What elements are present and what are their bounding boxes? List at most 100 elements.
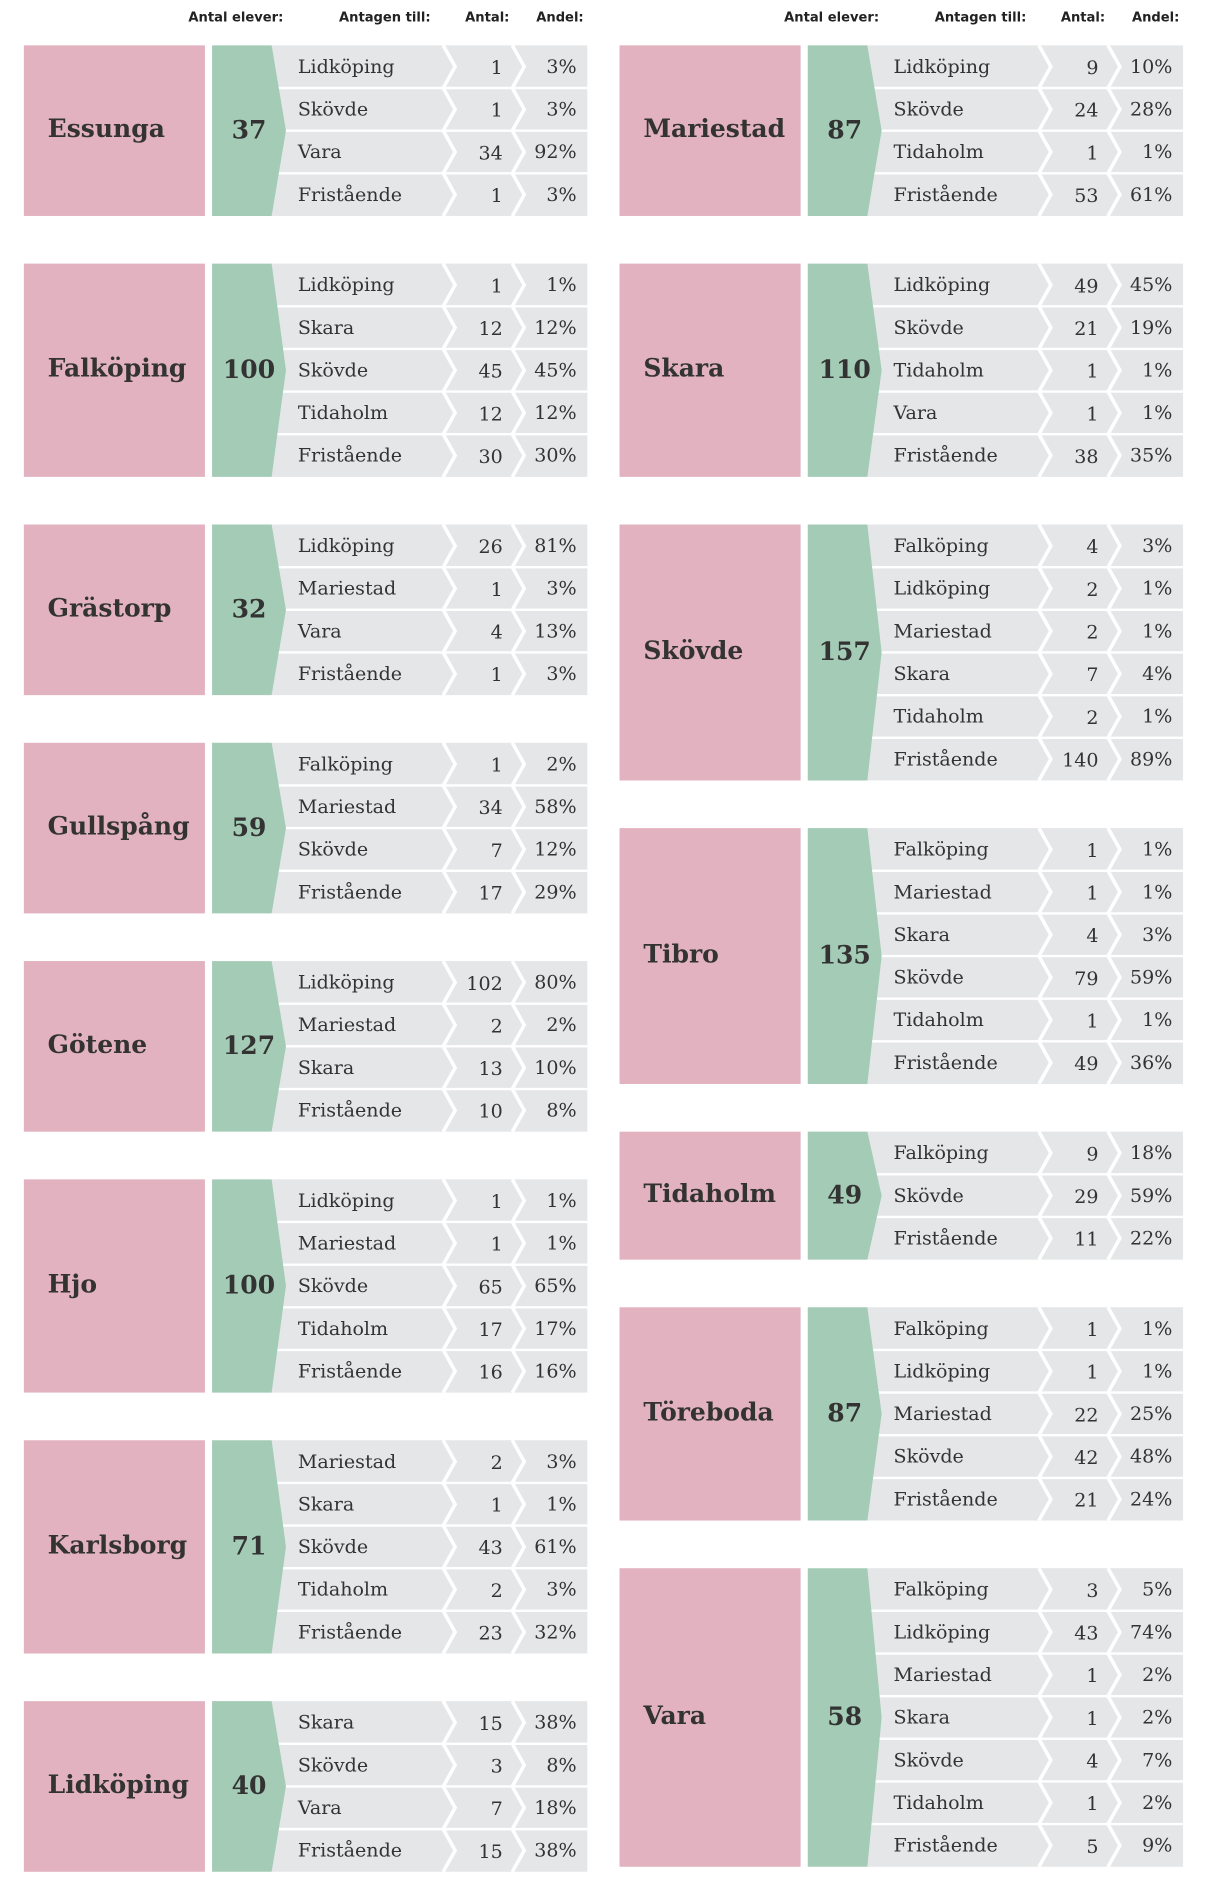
chevron xyxy=(1037,1040,1053,1085)
chevron xyxy=(1037,997,1053,1043)
chevron xyxy=(1106,305,1122,350)
row-bg xyxy=(867,1610,1184,1654)
destination: Tidaholm xyxy=(298,1579,388,1601)
chevron xyxy=(1037,523,1053,569)
chevron xyxy=(1037,1652,1053,1698)
share: 2% xyxy=(546,1014,576,1036)
row-bg xyxy=(271,1307,588,1350)
row-bg xyxy=(271,434,588,477)
chevron xyxy=(1037,955,1053,1000)
share: 1% xyxy=(546,274,576,296)
chevron xyxy=(510,608,527,654)
row-bg xyxy=(867,1477,1184,1521)
destination: Skövde xyxy=(298,99,368,121)
row-bg xyxy=(271,391,588,435)
destination: Tidaholm xyxy=(894,706,984,728)
destination: Lidköping xyxy=(894,274,991,296)
row-bg xyxy=(867,1307,1184,1350)
count: 21 xyxy=(1074,1490,1098,1512)
row-bg xyxy=(867,45,1184,89)
destination: Lidköping xyxy=(894,56,991,78)
total: 100 xyxy=(223,1271,275,1300)
share: 89% xyxy=(1130,748,1172,770)
destination: Fristående xyxy=(894,1835,998,1857)
chevron xyxy=(1037,87,1053,132)
total: 127 xyxy=(223,1031,275,1060)
count: 2 xyxy=(1086,707,1098,729)
count: 2 xyxy=(491,1015,503,1037)
destination: Vara xyxy=(297,141,342,163)
row-bg xyxy=(271,1089,588,1132)
count: 15 xyxy=(479,1713,503,1735)
count: 102 xyxy=(466,973,502,995)
chevron xyxy=(441,305,458,350)
count: 17 xyxy=(479,1319,503,1341)
chevron xyxy=(510,348,527,393)
column-header: Antal elever: xyxy=(784,10,879,25)
count: 45 xyxy=(479,361,503,383)
chevron xyxy=(510,1785,527,1830)
row-bg xyxy=(271,1743,588,1787)
row-bg xyxy=(271,45,588,89)
total-box xyxy=(807,45,882,216)
row-bg xyxy=(867,263,1184,307)
chevron xyxy=(1106,955,1122,1000)
chevron xyxy=(1037,694,1053,739)
municipality-name: Essunga xyxy=(48,114,165,143)
chevron xyxy=(441,87,458,132)
chevron xyxy=(1106,390,1122,436)
row-bg xyxy=(271,785,588,829)
destination: Fristående xyxy=(894,748,998,770)
chevron xyxy=(441,1482,458,1527)
chevron xyxy=(510,1045,527,1090)
chevron xyxy=(441,1306,458,1351)
chevron xyxy=(1037,348,1053,393)
chevron xyxy=(510,1088,527,1133)
row-bg xyxy=(867,1824,1184,1867)
chevron xyxy=(1037,1349,1053,1394)
name-box xyxy=(23,263,205,477)
chevron xyxy=(1037,44,1053,89)
name-box xyxy=(23,45,205,216)
count: 3 xyxy=(491,1756,503,1778)
share: 30% xyxy=(534,445,576,467)
count: 1 xyxy=(491,1234,503,1256)
chevron xyxy=(441,523,458,569)
chevron xyxy=(1106,566,1122,611)
chevron xyxy=(1106,1695,1122,1740)
share: 3% xyxy=(1142,535,1172,557)
destination: Skövde xyxy=(894,1749,964,1771)
destination: Skara xyxy=(894,1707,950,1729)
share: 2% xyxy=(546,753,576,775)
count: 13 xyxy=(479,1058,503,1080)
share: 3% xyxy=(546,1579,576,1601)
row-bg xyxy=(867,1696,1184,1739)
row-bg xyxy=(271,88,588,131)
chevron xyxy=(1037,1737,1053,1783)
chevron xyxy=(1106,736,1122,782)
row-bg xyxy=(271,828,588,871)
count: 65 xyxy=(479,1276,503,1298)
chevron xyxy=(441,1002,458,1048)
destination: Skövde xyxy=(894,1185,964,1207)
count: 4 xyxy=(1086,1751,1098,1773)
chevron xyxy=(441,1742,458,1788)
municipality-name: Skara xyxy=(643,354,724,383)
total: 87 xyxy=(827,115,862,144)
share: 81% xyxy=(534,535,576,557)
share: 61% xyxy=(1130,184,1172,206)
municipality-name: Hjo xyxy=(48,1269,97,1298)
share: 12% xyxy=(534,839,576,861)
total-box xyxy=(212,1179,286,1393)
count: 9 xyxy=(1086,1143,1098,1165)
chevron xyxy=(1037,1477,1053,1522)
count: 53 xyxy=(1074,185,1098,207)
municipality-name: Falköping xyxy=(48,354,187,383)
destination: Fristående xyxy=(298,445,402,467)
destination: Mariestad xyxy=(298,1233,396,1255)
count: 1 xyxy=(491,755,503,777)
chevron xyxy=(1037,129,1053,175)
count: 43 xyxy=(1074,1623,1098,1645)
column-header: Antagen till: xyxy=(339,10,431,25)
